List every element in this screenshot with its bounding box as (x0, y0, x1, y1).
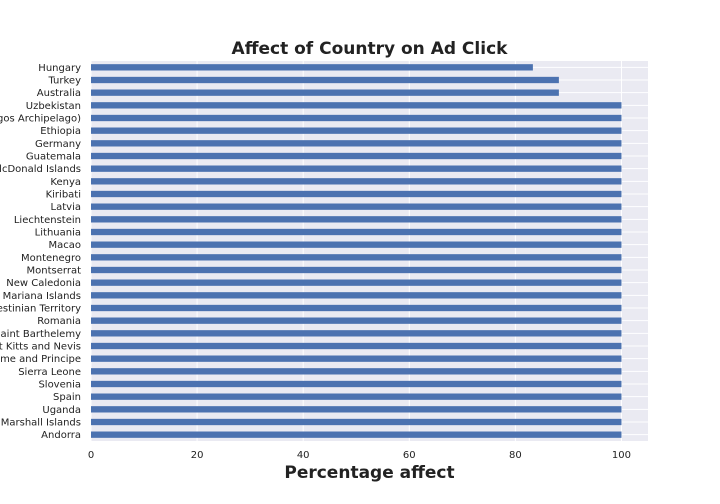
x-tick-label: 0 (88, 450, 94, 461)
bar (91, 165, 622, 172)
bar (91, 152, 622, 160)
bar (91, 203, 622, 210)
bar (91, 76, 559, 84)
y-tick-label: me and Principe (0, 354, 81, 365)
bar (91, 140, 622, 147)
bar (91, 279, 622, 286)
y-tick-label: lcDonald Islands (0, 164, 81, 175)
y-tick-label: Montserrat (27, 266, 82, 277)
bar (91, 355, 622, 362)
bar (91, 254, 622, 261)
y-tick-label: Uganda (42, 405, 81, 416)
x-axis-label: Percentage affect (284, 463, 454, 483)
y-tick-label: Uzbekistan (26, 101, 81, 112)
bar (91, 368, 622, 375)
bars (91, 64, 622, 438)
y-tick-label: Kenya (50, 177, 81, 188)
y-tick-label: Romania (37, 316, 81, 327)
y-tick-label: Guatemala (26, 152, 81, 163)
bar (91, 393, 622, 400)
y-tick-label: Hungary (38, 63, 81, 74)
bar (91, 330, 622, 337)
bar (91, 178, 622, 185)
bar (91, 431, 622, 438)
bar (91, 228, 622, 236)
bar (91, 127, 622, 134)
bar (91, 89, 559, 96)
y-tick-label: Germany (35, 139, 81, 150)
y-tick-label: Kiribati (46, 190, 81, 201)
y-tick-label: Marshall Islands (1, 418, 81, 429)
chart-title: Affect of Country on Ad Click (232, 39, 509, 59)
y-tick-label: New Caledonia (6, 278, 81, 289)
y-tick-label: Sierra Leone (18, 367, 81, 378)
y-tick-label: Lithuania (35, 228, 81, 239)
bar (91, 406, 622, 413)
bar (91, 64, 533, 71)
bar (91, 216, 622, 223)
bar (91, 266, 622, 274)
bar (91, 190, 622, 198)
plot-background (91, 61, 648, 441)
bar (91, 380, 622, 388)
y-tick-label: Mariana Islands (3, 291, 81, 302)
bar (91, 317, 622, 324)
x-tick-label: 20 (191, 450, 204, 461)
x-tick-label: 100 (612, 450, 631, 461)
y-tick-label: Ethiopia (40, 126, 81, 137)
bar (91, 342, 622, 350)
bar (91, 114, 622, 122)
bar (91, 241, 622, 248)
y-tick-label: Latvia (51, 202, 81, 213)
x-tick-label: 40 (297, 450, 310, 461)
y-tick-label: Spain (53, 392, 81, 403)
y-tick-label: Australia (37, 88, 81, 99)
x-tick-labels: 0 20 40 60 80 100 (88, 450, 631, 461)
x-tick-label: 60 (403, 450, 416, 461)
y-tick-label: Liechtenstein (14, 215, 81, 226)
y-tick-label: Slovenia (38, 380, 81, 391)
y-tick-label: Turkey (47, 76, 81, 87)
y-tick-label: t Kitts and Nevis (0, 342, 81, 353)
y-tick-label: Andorra (41, 430, 81, 441)
bar (91, 304, 622, 312)
bar (91, 418, 622, 426)
y-tick-label: Macao (49, 240, 82, 251)
bar (91, 102, 622, 109)
y-tick-label: gos Archipelago) (0, 114, 81, 125)
y-tick-label: Montenegro (21, 253, 81, 264)
x-tick-label: 80 (509, 450, 522, 461)
bar (91, 292, 622, 299)
y-tick-label: Saint Barthelemy (0, 329, 81, 340)
y-tick-label: estinian Territory (0, 304, 81, 315)
